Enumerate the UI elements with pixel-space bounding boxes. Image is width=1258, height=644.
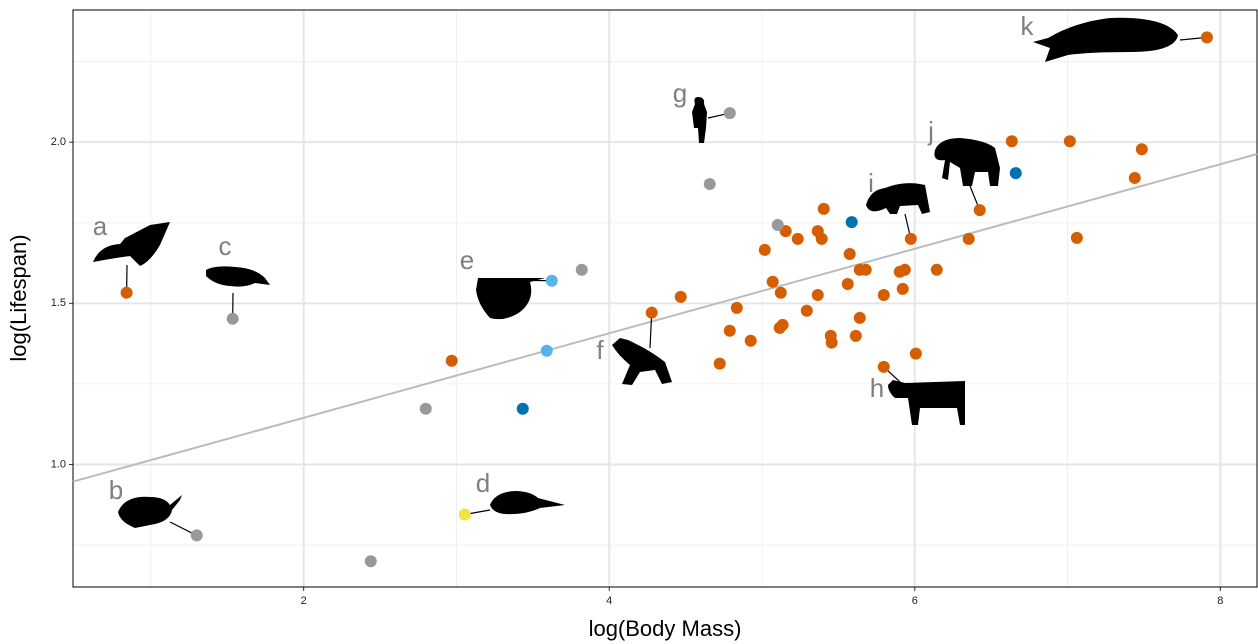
point <box>842 278 854 290</box>
annotation-letter: h <box>870 373 884 403</box>
point <box>1064 135 1076 147</box>
point <box>878 361 890 373</box>
point <box>1129 172 1141 184</box>
point <box>801 305 813 317</box>
point <box>897 283 909 295</box>
point <box>420 403 432 415</box>
point <box>1006 135 1018 147</box>
point <box>854 312 866 324</box>
point <box>546 275 558 287</box>
point <box>646 307 658 319</box>
annotation-letter: c <box>219 231 232 261</box>
point <box>878 289 890 301</box>
point <box>1136 143 1148 155</box>
point <box>121 287 133 299</box>
y-axis-label: log(Lifespan) <box>6 234 31 361</box>
point <box>818 203 830 215</box>
x-tick-label: 4 <box>606 595 612 607</box>
annotation-letter: a <box>93 211 108 241</box>
x-tick-label: 2 <box>301 595 307 607</box>
y-tick-label: 1.5 <box>51 297 66 309</box>
point <box>446 355 458 367</box>
point <box>931 264 943 276</box>
annotation-letter: e <box>460 245 474 275</box>
point <box>731 302 743 314</box>
point <box>745 335 757 347</box>
point <box>860 264 872 276</box>
y-tick-label: 2.0 <box>51 136 66 148</box>
annotation-letter: j <box>927 116 934 146</box>
point <box>963 233 975 245</box>
point <box>1071 232 1083 244</box>
point <box>910 348 922 360</box>
point <box>812 289 824 301</box>
point <box>724 107 736 119</box>
annotation-letter: f <box>596 335 604 365</box>
point <box>775 287 787 299</box>
annotation-letter: i <box>868 168 874 198</box>
x-tick-label: 6 <box>912 595 918 607</box>
point <box>704 178 716 190</box>
point <box>227 313 239 325</box>
point <box>576 264 588 276</box>
point <box>767 276 779 288</box>
point <box>459 508 471 520</box>
plot-background <box>73 10 1257 587</box>
point <box>724 325 736 337</box>
point <box>844 248 856 260</box>
point <box>517 403 529 415</box>
point <box>816 233 828 245</box>
point <box>905 233 917 245</box>
point <box>1201 31 1213 43</box>
point <box>191 529 203 541</box>
annotation-letter: d <box>476 468 490 498</box>
point <box>541 345 553 357</box>
point <box>675 291 687 303</box>
point <box>772 219 784 231</box>
x-tick-label: 8 <box>1217 595 1223 607</box>
leader-line <box>505 280 552 281</box>
y-tick-label: 1.0 <box>51 458 66 470</box>
annotation-letter: g <box>673 78 687 108</box>
point <box>846 216 858 228</box>
point <box>365 555 377 567</box>
point <box>777 319 789 331</box>
point <box>974 204 986 216</box>
chart: log(Body Mass) log(Lifespan) 2 4 6 8 1.0 1.5 2… <box>0 0 1258 644</box>
point <box>826 337 838 349</box>
annotation-letter: k <box>1021 11 1035 41</box>
plot-area <box>73 10 1257 587</box>
annotation-letter: b <box>109 475 123 505</box>
point <box>899 264 911 276</box>
x-axis-label: log(Body Mass) <box>589 616 742 641</box>
point <box>1010 167 1022 179</box>
point <box>759 244 771 256</box>
point <box>792 233 804 245</box>
point <box>850 330 862 342</box>
point <box>714 358 726 370</box>
